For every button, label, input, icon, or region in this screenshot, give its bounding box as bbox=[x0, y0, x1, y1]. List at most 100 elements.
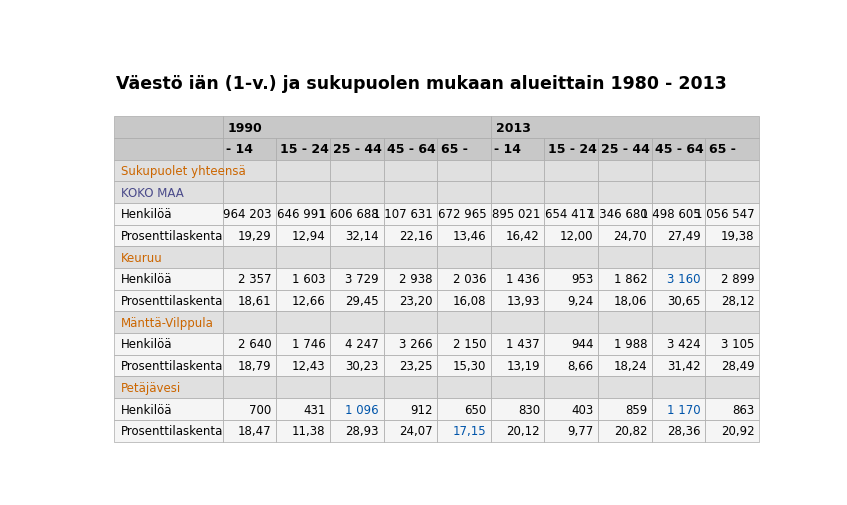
Text: 2013: 2013 bbox=[496, 121, 531, 134]
Text: 23,25: 23,25 bbox=[399, 360, 433, 372]
Bar bbox=[437, 377, 491, 398]
Text: 4 247: 4 247 bbox=[346, 338, 379, 351]
Text: 895 021: 895 021 bbox=[491, 208, 540, 221]
Bar bbox=[223, 225, 276, 247]
Bar bbox=[598, 182, 651, 204]
Bar bbox=[598, 225, 651, 247]
Bar bbox=[276, 377, 330, 398]
Text: 28,49: 28,49 bbox=[721, 360, 755, 372]
Text: 30,65: 30,65 bbox=[667, 294, 700, 308]
Text: Prosenttilaskenta: Prosenttilaskenta bbox=[121, 230, 224, 242]
Bar bbox=[223, 312, 276, 333]
Bar bbox=[651, 420, 706, 442]
Bar bbox=[114, 420, 223, 442]
Bar bbox=[276, 333, 330, 355]
Bar bbox=[223, 247, 276, 269]
Bar bbox=[384, 312, 437, 333]
Bar bbox=[437, 160, 491, 182]
Bar bbox=[276, 204, 330, 225]
Text: 24,07: 24,07 bbox=[399, 424, 433, 437]
Bar bbox=[223, 204, 276, 225]
Text: Prosenttilaskenta: Prosenttilaskenta bbox=[121, 294, 224, 308]
Bar bbox=[330, 269, 384, 290]
Bar bbox=[598, 377, 651, 398]
Bar bbox=[114, 290, 223, 312]
Bar bbox=[437, 139, 491, 160]
Bar bbox=[706, 333, 759, 355]
Text: 1 346 680: 1 346 680 bbox=[588, 208, 647, 221]
Bar bbox=[491, 225, 545, 247]
Bar bbox=[598, 312, 651, 333]
Text: 859: 859 bbox=[625, 402, 647, 416]
Text: 13,46: 13,46 bbox=[452, 230, 486, 242]
Bar bbox=[114, 269, 223, 290]
Bar bbox=[545, 182, 598, 204]
Text: 1990: 1990 bbox=[228, 121, 263, 134]
Bar bbox=[491, 269, 545, 290]
Bar bbox=[384, 355, 437, 377]
Bar bbox=[545, 420, 598, 442]
Text: 13,19: 13,19 bbox=[507, 360, 540, 372]
Bar bbox=[706, 290, 759, 312]
Bar bbox=[384, 139, 437, 160]
Bar bbox=[330, 398, 384, 420]
Bar bbox=[598, 333, 651, 355]
Bar bbox=[437, 333, 491, 355]
Bar bbox=[651, 269, 706, 290]
Bar bbox=[651, 290, 706, 312]
Text: 1 096: 1 096 bbox=[346, 402, 379, 416]
Text: 15,30: 15,30 bbox=[453, 360, 486, 372]
Text: Sukupuolet yhteensä: Sukupuolet yhteensä bbox=[121, 165, 246, 178]
Text: Petäjävesi: Petäjävesi bbox=[121, 381, 181, 394]
Bar bbox=[384, 377, 437, 398]
Bar bbox=[384, 247, 437, 269]
Bar bbox=[706, 377, 759, 398]
Bar bbox=[598, 204, 651, 225]
Bar bbox=[114, 247, 223, 269]
Text: 23,20: 23,20 bbox=[399, 294, 433, 308]
Bar bbox=[491, 420, 545, 442]
Bar bbox=[437, 247, 491, 269]
Text: 3 266: 3 266 bbox=[399, 338, 433, 351]
Bar bbox=[491, 117, 759, 139]
Bar bbox=[545, 204, 598, 225]
Bar bbox=[437, 225, 491, 247]
Bar bbox=[545, 398, 598, 420]
Bar bbox=[114, 139, 223, 160]
Text: 1 436: 1 436 bbox=[507, 273, 540, 286]
Text: 27,49: 27,49 bbox=[667, 230, 700, 242]
Text: 8,66: 8,66 bbox=[567, 360, 594, 372]
Bar bbox=[384, 204, 437, 225]
Bar bbox=[384, 269, 437, 290]
Bar bbox=[276, 247, 330, 269]
Text: 28,93: 28,93 bbox=[346, 424, 379, 437]
Bar bbox=[223, 269, 276, 290]
Bar bbox=[545, 290, 598, 312]
Bar bbox=[491, 333, 545, 355]
Text: 9,24: 9,24 bbox=[567, 294, 594, 308]
Text: - 14: - 14 bbox=[494, 143, 521, 156]
Text: 19,29: 19,29 bbox=[238, 230, 272, 242]
Bar bbox=[223, 420, 276, 442]
Text: 13,93: 13,93 bbox=[507, 294, 540, 308]
Bar bbox=[114, 160, 223, 182]
Bar bbox=[651, 398, 706, 420]
Bar bbox=[545, 333, 598, 355]
Text: Henkilöä: Henkilöä bbox=[121, 208, 173, 221]
Bar bbox=[114, 312, 223, 333]
Bar bbox=[491, 247, 545, 269]
Bar bbox=[330, 225, 384, 247]
Text: 18,24: 18,24 bbox=[613, 360, 647, 372]
Bar bbox=[651, 139, 706, 160]
Text: 18,79: 18,79 bbox=[238, 360, 272, 372]
Bar bbox=[330, 377, 384, 398]
Text: 650: 650 bbox=[464, 402, 486, 416]
Text: 1 603: 1 603 bbox=[292, 273, 325, 286]
Text: 30,23: 30,23 bbox=[346, 360, 379, 372]
Text: 830: 830 bbox=[518, 402, 540, 416]
Bar bbox=[706, 247, 759, 269]
Bar bbox=[598, 398, 651, 420]
Bar bbox=[330, 204, 384, 225]
Text: 65 -: 65 - bbox=[440, 143, 468, 156]
Text: Henkilöä: Henkilöä bbox=[121, 273, 173, 286]
